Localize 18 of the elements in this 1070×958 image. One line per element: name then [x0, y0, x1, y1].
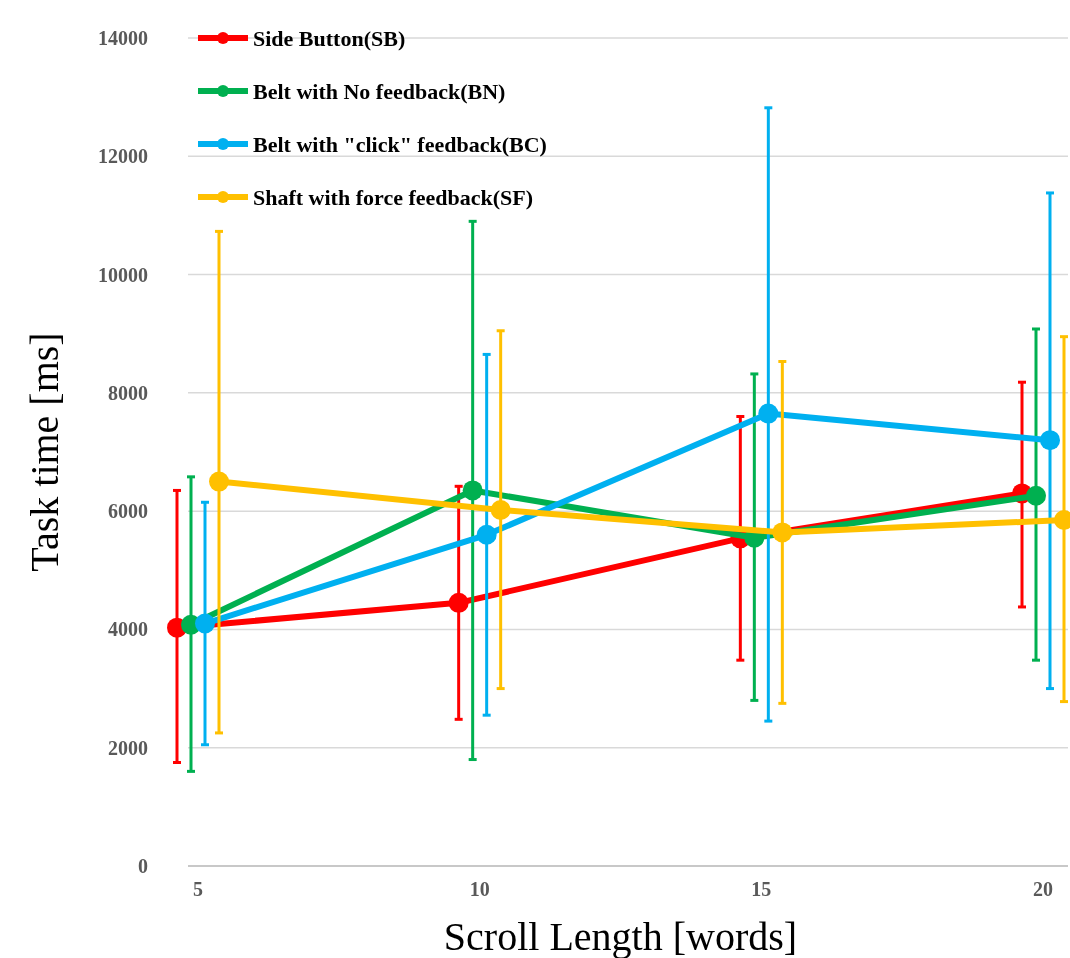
y-tick-label: 8000: [108, 381, 148, 404]
y-tick-label: 6000: [108, 500, 148, 523]
legend-label: Belt with No feedback(BN): [253, 78, 506, 104]
legend-label: Shaft with force feedback(SF): [253, 184, 534, 210]
x-tick-label: 20: [1033, 878, 1053, 900]
y-axis-title: Task time [ms]: [22, 332, 67, 572]
y-tick-label: 14000: [98, 27, 148, 49]
x-tick-label: 10: [469, 878, 490, 900]
y-tick-label: 4000: [108, 618, 148, 641]
x-axis-title: Scroll Length [words]: [443, 914, 798, 958]
y-tick-label: 10000: [98, 263, 148, 286]
y-tick-label: 2000: [108, 736, 148, 759]
y-tick-label: 12000: [98, 145, 148, 168]
y-tick-label: 0: [138, 855, 148, 877]
x-tick-label: 15: [751, 878, 772, 900]
legend-label: Belt with "click" feedback(BC): [253, 131, 547, 157]
x-tick-label: 5: [193, 878, 203, 900]
legend-label: Side Button(SB): [253, 25, 406, 51]
